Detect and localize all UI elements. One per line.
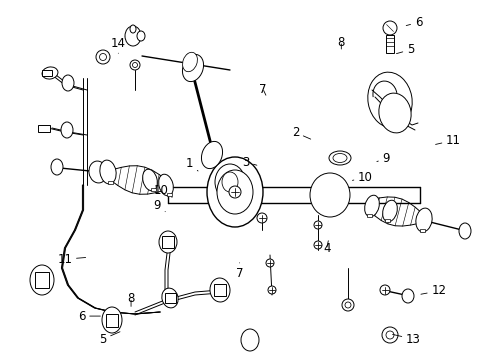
Ellipse shape	[241, 329, 259, 351]
Circle shape	[345, 302, 350, 308]
Circle shape	[313, 241, 321, 249]
Bar	[42, 70, 52, 76]
Ellipse shape	[162, 288, 178, 308]
Text: 9: 9	[376, 152, 389, 165]
Circle shape	[96, 50, 110, 64]
Circle shape	[381, 327, 397, 343]
Ellipse shape	[209, 278, 229, 302]
Circle shape	[379, 285, 389, 295]
Ellipse shape	[89, 161, 107, 183]
Text: 3: 3	[242, 156, 256, 168]
Bar	[385, 219, 389, 222]
Bar	[150, 188, 155, 191]
Text: 6: 6	[406, 16, 421, 29]
Bar	[35, 272, 49, 288]
Circle shape	[130, 60, 140, 70]
Text: 4: 4	[322, 241, 330, 255]
Text: 5: 5	[396, 43, 413, 56]
Ellipse shape	[206, 157, 263, 227]
Ellipse shape	[201, 141, 222, 168]
Bar	[419, 229, 424, 232]
Bar	[166, 193, 171, 196]
Ellipse shape	[332, 153, 346, 162]
Ellipse shape	[61, 122, 73, 138]
Ellipse shape	[458, 223, 470, 239]
Circle shape	[99, 54, 106, 60]
Bar	[366, 214, 372, 217]
Text: 14: 14	[111, 37, 125, 53]
Ellipse shape	[217, 170, 252, 214]
Text: 10: 10	[352, 171, 372, 184]
Text: 8: 8	[127, 292, 135, 306]
Ellipse shape	[401, 289, 413, 303]
Text: 6: 6	[78, 310, 100, 323]
Text: 11: 11	[435, 134, 460, 147]
Circle shape	[132, 63, 137, 68]
Ellipse shape	[130, 25, 136, 33]
Ellipse shape	[142, 169, 157, 191]
Text: 8: 8	[337, 36, 345, 49]
Ellipse shape	[222, 172, 238, 192]
Ellipse shape	[100, 160, 116, 184]
Text: 5: 5	[99, 332, 120, 346]
Ellipse shape	[309, 173, 349, 217]
Ellipse shape	[215, 164, 244, 200]
Bar	[108, 181, 113, 184]
Circle shape	[257, 213, 266, 223]
Ellipse shape	[62, 75, 74, 91]
Ellipse shape	[51, 159, 63, 175]
Circle shape	[341, 299, 353, 311]
Ellipse shape	[382, 200, 397, 222]
Text: 1: 1	[185, 157, 198, 171]
Ellipse shape	[137, 31, 145, 41]
Text: 7: 7	[235, 263, 243, 280]
Text: 12: 12	[420, 284, 446, 297]
Text: 13: 13	[392, 333, 420, 346]
Bar	[38, 125, 50, 132]
Text: 9: 9	[153, 199, 165, 212]
Bar	[214, 284, 225, 296]
Ellipse shape	[182, 54, 203, 82]
Ellipse shape	[42, 67, 58, 79]
Ellipse shape	[30, 265, 54, 295]
Ellipse shape	[328, 151, 350, 165]
Circle shape	[382, 21, 396, 35]
Text: 11: 11	[57, 253, 85, 266]
Ellipse shape	[125, 26, 141, 46]
Circle shape	[313, 221, 321, 229]
Circle shape	[228, 186, 241, 198]
Ellipse shape	[364, 195, 379, 217]
Bar	[162, 236, 174, 248]
Ellipse shape	[102, 307, 122, 333]
Bar	[385, 35, 393, 53]
Ellipse shape	[159, 231, 177, 253]
Text: 7: 7	[259, 83, 266, 96]
Circle shape	[265, 259, 273, 267]
Bar	[164, 293, 176, 303]
Bar	[106, 314, 118, 327]
Ellipse shape	[182, 52, 197, 72]
Ellipse shape	[415, 208, 431, 232]
Ellipse shape	[378, 93, 410, 133]
Circle shape	[267, 286, 275, 294]
Ellipse shape	[158, 174, 173, 196]
Text: 2: 2	[291, 126, 310, 139]
Ellipse shape	[367, 72, 411, 128]
Text: 10: 10	[154, 184, 172, 197]
Circle shape	[385, 331, 393, 339]
